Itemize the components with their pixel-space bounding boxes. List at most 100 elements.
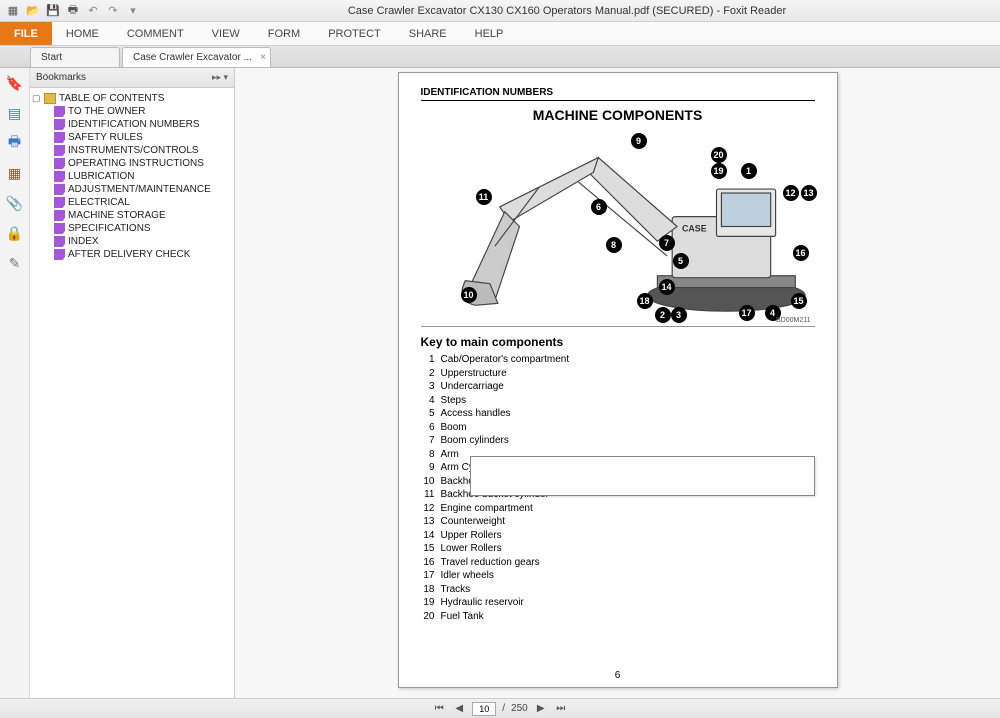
bookmark-item[interactable]: INSTRUMENTS/CONTROLS: [32, 144, 232, 157]
key-label: Undercarriage: [441, 380, 504, 394]
bookmark-item[interactable]: MACHINE STORAGE: [32, 209, 232, 222]
quick-access-toolbar: ▦ 📂 💾 🖶 ↶ ↷ ▾: [6, 4, 140, 18]
doctab-start[interactable]: Start: [30, 47, 120, 67]
key-number: 2: [421, 367, 441, 381]
bookmark-item[interactable]: INDEX: [32, 235, 232, 248]
bookmark-label: AFTER DELIVERY CHECK: [68, 249, 190, 260]
callout-15: 15: [791, 293, 807, 309]
ribbon-tab-help[interactable]: HELP: [461, 22, 518, 45]
attachments-panel-icon[interactable]: 📎: [6, 194, 24, 212]
callout-20: 20: [711, 147, 727, 163]
bookmark-root[interactable]: ▢ TABLE OF CONTENTS: [32, 92, 232, 105]
key-row: 12Engine compartment: [421, 502, 815, 516]
key-label: Hydraulic reservoir: [441, 596, 524, 610]
key-row: 7Boom cylinders: [421, 434, 815, 448]
key-row: 13Counterweight: [421, 515, 815, 529]
key-label: Fuel Tank: [441, 610, 484, 624]
bookmark-icon: [54, 223, 65, 234]
callout-3: 3: [671, 307, 687, 323]
key-row: 1Cab/Operator's compartment: [421, 353, 815, 367]
svg-text:CASE: CASE: [682, 223, 707, 233]
key-row: 5Access handles: [421, 407, 815, 421]
window-title: Case Crawler Excavator CX130 CX160 Opera…: [140, 5, 994, 17]
bookmark-label: INDEX: [68, 236, 99, 247]
key-number: 10: [421, 475, 441, 489]
bookmark-label: SPECIFICATIONS: [68, 223, 151, 234]
key-label: Upperstructure: [441, 367, 507, 381]
bookmark-item[interactable]: SPECIFICATIONS: [32, 222, 232, 235]
bookmark-icon: [54, 106, 65, 117]
bookmark-item[interactable]: ELECTRICAL: [32, 196, 232, 209]
callout-8: 8: [606, 237, 622, 253]
callout-6: 6: [591, 199, 607, 215]
key-label: Access handles: [441, 407, 511, 421]
bookmark-item[interactable]: AFTER DELIVERY CHECK: [32, 248, 232, 261]
last-page-icon[interactable]: ⏭: [554, 703, 568, 714]
section-title: IDENTIFICATION NUMBERS: [421, 87, 815, 101]
bookmarks-title: Bookmarks: [36, 72, 86, 83]
key-number: 7: [421, 434, 441, 448]
undo-icon[interactable]: ↶: [86, 4, 100, 18]
ribbon-tab-protect[interactable]: PROTECT: [314, 22, 395, 45]
bookmark-item[interactable]: OPERATING INSTRUCTIONS: [32, 157, 232, 170]
key-row: 14Upper Rollers: [421, 529, 815, 543]
bookmark-item[interactable]: SAFETY RULES: [32, 131, 232, 144]
key-label: Engine compartment: [441, 502, 533, 516]
key-row: 16Travel reduction gears: [421, 556, 815, 570]
pages-panel-icon[interactable]: ▤: [6, 104, 24, 122]
bookmark-label: TABLE OF CONTENTS: [59, 93, 164, 104]
ribbon-tab-home[interactable]: HOME: [52, 22, 113, 45]
callout-19: 19: [711, 163, 727, 179]
key-label: Lower Rollers: [441, 542, 502, 556]
key-number: 18: [421, 583, 441, 597]
next-page-icon[interactable]: ▶: [534, 703, 548, 714]
comments-panel-icon[interactable]: ▦: [6, 164, 24, 182]
ribbon-tab-view[interactable]: VIEW: [198, 22, 254, 45]
bookmark-icon: [54, 132, 65, 143]
page-number: 6: [399, 670, 837, 681]
key-label: Idler wheels: [441, 569, 494, 583]
key-number: 8: [421, 448, 441, 462]
security-panel-icon[interactable]: 🔒: [6, 224, 24, 242]
bookmark-item[interactable]: ADJUSTMENT/MAINTENANCE: [32, 183, 232, 196]
key-number: 14: [421, 529, 441, 543]
bookmark-item[interactable]: TO THE OWNER: [32, 105, 232, 118]
doctab-document[interactable]: Case Crawler Excavator ... ×: [122, 47, 271, 67]
bookmark-icon: [54, 197, 65, 208]
bookmark-label: TO THE OWNER: [68, 106, 145, 117]
document-viewer[interactable]: IDENTIFICATION NUMBERS MACHINE COMPONENT…: [235, 68, 1000, 698]
key-number: 5: [421, 407, 441, 421]
redo-icon[interactable]: ↷: [106, 4, 120, 18]
layers-panel-icon[interactable]: 🖶: [6, 134, 24, 152]
signatures-panel-icon[interactable]: ✎: [6, 254, 24, 272]
collapse-icon[interactable]: ▢: [32, 93, 41, 104]
key-label: Upper Rollers: [441, 529, 502, 543]
bookmark-icon: [54, 171, 65, 182]
bookmarks-panel-icon[interactable]: 🔖: [6, 74, 24, 92]
bookmark-item[interactable]: LUBRICATION: [32, 170, 232, 183]
print-icon[interactable]: 🖶: [66, 4, 80, 18]
panel-options-icon[interactable]: ▸▸ ▾: [212, 72, 228, 83]
bookmark-label: INSTRUMENTS/CONTROLS: [68, 145, 199, 156]
ribbon-tab-form[interactable]: FORM: [254, 22, 314, 45]
ribbon-tab-share[interactable]: SHARE: [395, 22, 461, 45]
key-number: 17: [421, 569, 441, 583]
open-icon[interactable]: 📂: [26, 4, 40, 18]
prev-page-icon[interactable]: ◀: [452, 703, 466, 714]
callout-17: 17: [739, 305, 755, 321]
first-page-icon[interactable]: ⏮: [432, 703, 446, 714]
key-number: 12: [421, 502, 441, 516]
close-icon[interactable]: ×: [260, 52, 266, 63]
key-row: 6Boom: [421, 421, 815, 435]
page-sep: /: [502, 703, 505, 714]
qat-dropdown-icon[interactable]: ▾: [126, 4, 140, 18]
save-icon[interactable]: 💾: [46, 4, 60, 18]
file-tab[interactable]: FILE: [0, 22, 52, 45]
bookmarks-header: Bookmarks ▸▸ ▾: [30, 68, 234, 88]
bookmark-icon: [54, 184, 65, 195]
ribbon-tab-comment[interactable]: COMMENT: [113, 22, 198, 45]
bookmark-item[interactable]: IDENTIFICATION NUMBERS: [32, 118, 232, 131]
bookmark-icon: [54, 158, 65, 169]
page-input[interactable]: [472, 702, 496, 716]
main-area: 🔖 ▤ 🖶 ▦ 📎 🔒 ✎ Bookmarks ▸▸ ▾ ▢ TABLE OF …: [0, 68, 1000, 698]
